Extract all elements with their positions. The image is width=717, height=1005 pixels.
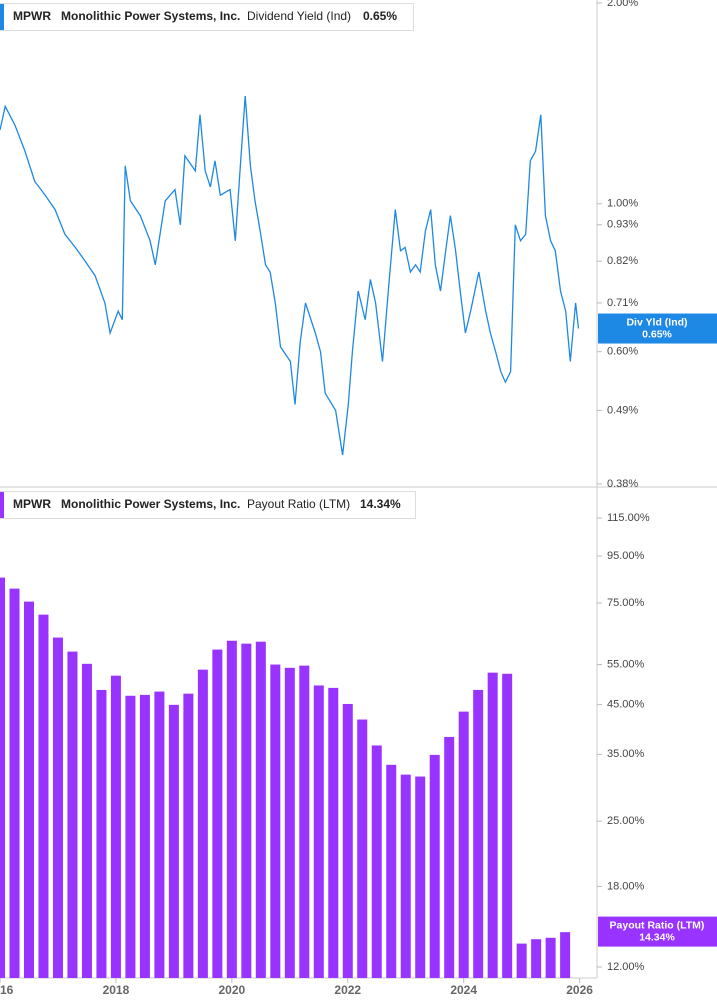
bar — [429, 754, 440, 978]
bar — [487, 672, 498, 978]
value-tag — [598, 313, 717, 344]
ticker: MPWR — [13, 497, 51, 511]
bar — [197, 669, 208, 978]
bar — [270, 664, 281, 978]
y-tick-label: 25.00% — [607, 815, 645, 827]
bar — [125, 695, 136, 978]
legend-label: Payout Ratio (LTM) — [247, 497, 350, 511]
y-tick-label: 115.00% — [607, 512, 650, 524]
bar — [241, 643, 252, 978]
x-tick-label: 2026 — [566, 983, 593, 997]
bar — [458, 711, 469, 978]
bar — [183, 693, 194, 978]
y-tick-label: 0.49% — [607, 404, 638, 416]
bar — [531, 939, 542, 978]
x-tick-label: 2018 — [103, 983, 130, 997]
y-tick-label: 1.00% — [607, 198, 638, 210]
bar — [299, 665, 310, 978]
bar — [415, 776, 426, 978]
current-value: 0.65% — [363, 9, 397, 23]
bar — [473, 689, 484, 978]
bar — [9, 588, 20, 978]
bar — [52, 637, 63, 978]
legend-swatch — [0, 492, 4, 518]
bar — [328, 687, 339, 978]
bar — [38, 614, 49, 978]
x-tick-label: 2024 — [450, 983, 477, 997]
tag-label: Payout Ratio (LTM) — [610, 919, 705, 931]
y-tick-label: 95.00% — [607, 550, 645, 562]
y-tick-label: 12.00% — [607, 961, 645, 973]
bar — [23, 601, 34, 978]
y-tick-label: 0.93% — [607, 219, 638, 231]
bar — [284, 667, 295, 978]
legend: MPWR Monolithic Power Systems, Inc. Divi… — [0, 3, 414, 31]
line — [0, 96, 580, 456]
bar — [96, 689, 107, 978]
bar — [67, 651, 78, 978]
bar — [400, 774, 411, 978]
legend-label: Dividend Yield (Ind) — [247, 9, 351, 23]
bar — [154, 691, 165, 978]
y-tick-label: 35.00% — [607, 748, 645, 760]
y-tick-label: 2.00% — [607, 0, 638, 9]
legend-swatch — [0, 4, 4, 30]
current-value: 14.34% — [360, 497, 401, 511]
bar — [212, 649, 223, 978]
tag-value: 14.34% — [639, 931, 675, 943]
ticker: MPWR — [13, 9, 51, 23]
y-tick-label: 18.00% — [607, 880, 645, 892]
tag-label: Div Yld (Ind) — [626, 316, 687, 328]
y-tick-label: 0.71% — [607, 297, 638, 309]
legend-box — [0, 3, 414, 31]
bar — [516, 943, 527, 978]
bar — [226, 640, 237, 978]
x-tick-label: 2022 — [334, 983, 361, 997]
bar — [386, 764, 397, 978]
company: Monolithic Power Systems, Inc. — [61, 9, 240, 23]
y-tick-label: 55.00% — [607, 658, 645, 670]
value-tag — [598, 916, 717, 947]
bar — [502, 673, 513, 978]
y-tick-label: 75.00% — [607, 597, 645, 609]
bar — [0, 577, 5, 978]
bar — [81, 663, 92, 978]
bar — [139, 694, 150, 978]
x-tick-label: 2016 — [0, 983, 14, 997]
y-tick-label: 0.38% — [607, 478, 638, 490]
bar — [545, 937, 556, 978]
bar — [168, 704, 179, 978]
bar — [313, 685, 324, 978]
y-tick-label: 45.00% — [607, 698, 645, 710]
bar — [255, 641, 266, 978]
y-tick-label: 0.82% — [607, 255, 638, 267]
bar — [110, 675, 121, 978]
legend: MPWR Monolithic Power Systems, Inc. Payo… — [0, 491, 416, 519]
bar — [444, 736, 455, 978]
x-tick-label: 2020 — [218, 983, 245, 997]
bar — [342, 703, 353, 978]
bar — [357, 719, 368, 978]
company: Monolithic Power Systems, Inc. — [61, 497, 240, 511]
y-tick-label: 0.60% — [607, 346, 638, 358]
bar — [560, 932, 571, 978]
tag-value: 0.65% — [642, 328, 672, 340]
bar — [371, 745, 382, 978]
